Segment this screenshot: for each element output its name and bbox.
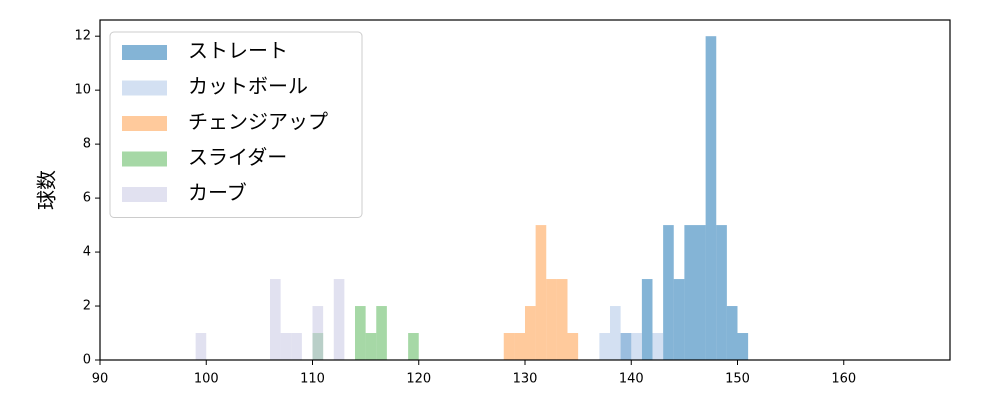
x-tick-label: 140 xyxy=(619,372,644,387)
bar xyxy=(663,225,674,360)
bar xyxy=(514,333,525,360)
bar xyxy=(270,279,281,360)
bar xyxy=(365,333,377,360)
bar xyxy=(291,333,302,360)
bar xyxy=(599,333,610,360)
y-tick-label: 0 xyxy=(83,353,91,368)
bar xyxy=(610,306,621,360)
y-tick-label: 4 xyxy=(83,245,91,260)
bar xyxy=(333,279,345,360)
bar xyxy=(355,306,366,360)
legend-label: カットボール xyxy=(188,74,308,98)
y-tick-label: 12 xyxy=(74,29,91,44)
x-tick-label: 90 xyxy=(92,372,109,387)
x-tick-label: 150 xyxy=(725,372,750,387)
y-tick-label: 2 xyxy=(83,299,91,314)
bar xyxy=(546,279,557,360)
y-tick-label: 8 xyxy=(83,137,91,152)
legend-label: チェンジアップ xyxy=(188,110,328,134)
bar xyxy=(673,279,685,360)
x-tick-label: 160 xyxy=(831,372,856,387)
bar xyxy=(620,333,632,360)
bar xyxy=(376,306,387,360)
x-tick-label: 130 xyxy=(513,372,538,387)
legend-swatch xyxy=(122,116,167,131)
legend-label: カーブ xyxy=(188,181,247,205)
bar xyxy=(716,225,727,360)
legend-swatch xyxy=(122,187,167,202)
bar xyxy=(705,36,717,360)
bar xyxy=(567,333,579,360)
legend-box xyxy=(109,31,363,218)
bar xyxy=(631,333,642,360)
x-tick-label: 120 xyxy=(406,372,431,387)
legend-label: スライダー xyxy=(188,145,287,169)
legend-swatch xyxy=(122,151,167,167)
y-axis-label: 球数 xyxy=(35,170,59,210)
legend-swatch xyxy=(122,45,167,60)
bar xyxy=(652,333,664,360)
bar xyxy=(641,279,653,360)
bar xyxy=(695,225,706,360)
x-tick-label: 110 xyxy=(300,372,325,387)
y-tick-label: 6 xyxy=(83,191,91,206)
bar xyxy=(195,333,207,360)
x-tick-label: 100 xyxy=(194,372,219,387)
bar xyxy=(280,333,292,360)
bar xyxy=(726,306,738,360)
bar xyxy=(525,306,536,360)
bar xyxy=(535,225,547,360)
bar xyxy=(684,225,695,360)
bar xyxy=(556,279,568,360)
legend-label: ストレート xyxy=(188,39,288,63)
bar xyxy=(408,333,419,360)
bar xyxy=(503,333,515,360)
y-tick-label: 10 xyxy=(74,83,91,98)
bar xyxy=(312,306,324,360)
legend-swatch xyxy=(122,80,167,96)
bar xyxy=(737,333,749,360)
